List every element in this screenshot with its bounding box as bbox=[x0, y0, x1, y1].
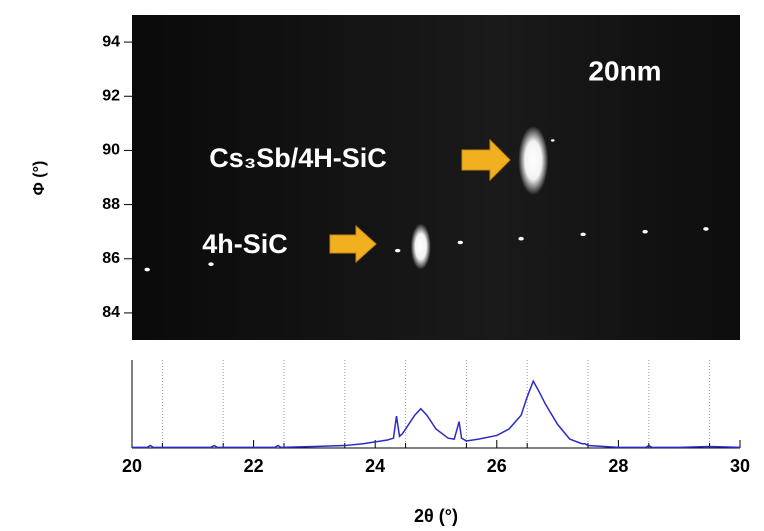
y-tick-label: 86 bbox=[102, 250, 120, 267]
x-tick-label: 28 bbox=[608, 456, 628, 476]
diffraction-spot bbox=[551, 139, 555, 141]
diffraction-spot bbox=[518, 126, 548, 195]
x-axis-label: 2θ (°) bbox=[414, 506, 458, 526]
diffraction-spot bbox=[411, 224, 431, 270]
diffraction-spot bbox=[458, 241, 463, 245]
annotation: 4h-SiC bbox=[202, 229, 288, 259]
thickness-label: 20nm bbox=[588, 55, 661, 86]
diffraction-spot bbox=[518, 237, 523, 241]
x-tick-label: 26 bbox=[487, 456, 507, 476]
x-tick-label: 24 bbox=[365, 456, 385, 476]
y-tick-label: 90 bbox=[102, 142, 120, 159]
diffraction-spot bbox=[208, 262, 213, 266]
y-tick-label: 94 bbox=[102, 33, 120, 50]
figure: 20nm Cs₃Sb/4H-SiC 4h-SiC Φ (°) 2θ (°) 84… bbox=[0, 0, 764, 531]
y-tick-label: 88 bbox=[102, 196, 120, 213]
y-tick-label: 92 bbox=[102, 87, 120, 104]
diffraction-spot bbox=[642, 230, 647, 234]
diffraction-spot bbox=[145, 268, 150, 272]
y-tick-label: 84 bbox=[102, 304, 120, 321]
diffraction-spot bbox=[703, 227, 708, 231]
y-axis-label: Φ (°) bbox=[31, 161, 48, 196]
x-tick-label: 22 bbox=[244, 456, 264, 476]
diffraction-spot bbox=[395, 249, 400, 253]
diffraction-spot bbox=[580, 233, 585, 237]
x-tick-label: 20 bbox=[122, 456, 142, 476]
x-tick-label: 30 bbox=[730, 456, 750, 476]
annotation: Cs₃Sb/4H-SiC bbox=[209, 143, 387, 173]
